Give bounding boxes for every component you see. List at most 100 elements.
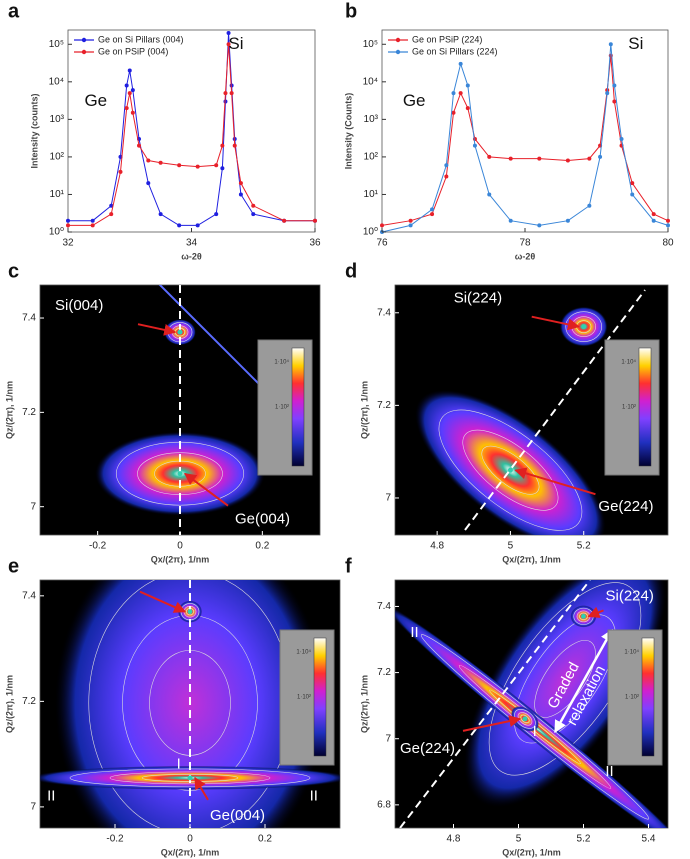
data-point [444,174,449,179]
data-point [458,61,463,66]
data-point [651,218,656,223]
data-point [226,30,231,35]
data-point [587,156,592,161]
panel-letter: f [345,555,352,577]
x-tick-label: 4.8 [430,541,444,552]
x-tick-label: 36 [309,238,321,249]
y-tick-label: 7.2 [377,400,391,411]
y-tick-label: 7.4 [22,313,36,324]
dashed-line [399,580,591,828]
data-point [124,106,129,111]
data-point [66,218,70,223]
y-tick-label: 7.4 [377,601,391,612]
streak [158,285,271,396]
x-tick-label: 4.8 [447,834,461,845]
peak [187,775,193,781]
colorbar [313,637,327,757]
x-tick-label: 78 [519,238,531,249]
y-axis-title: Intensity (Counts) [343,93,353,170]
peak-label: Ge(004) [235,511,290,528]
colorbar [638,347,652,467]
peak-label: Ge(224) [400,740,455,757]
data-point [408,218,413,223]
data-point [608,42,613,47]
y-tick-label: 10⁵ [49,39,64,50]
data-point [612,83,617,88]
colorbar-label: 1·10² [625,695,639,701]
data-point [220,166,225,171]
data-point [177,163,182,168]
data-point [223,91,228,96]
legend-label: Ge on Si Pillars (224) [412,46,498,56]
data-point [251,203,256,208]
data-point [127,68,132,73]
x-tick-label: 32 [62,238,74,249]
data-point [90,223,95,228]
peak-arrow [531,315,580,331]
data-point [127,91,132,96]
panel-letter: b [345,0,357,22]
data-point [130,88,135,93]
intensity-map [40,580,340,828]
data-point [226,42,231,47]
data-point [630,192,635,197]
data-point [380,223,384,228]
data-point [472,143,477,148]
colorbar [291,347,305,467]
x-axis-title: Qx/(2π), 1/nm [502,554,560,564]
series-line [68,44,315,226]
data-point [158,160,163,165]
data-point [195,223,200,228]
annotation: Ge [403,91,426,110]
y-tick-label: 10⁴ [363,76,378,87]
colorbar-label: 1·10⁴ [621,359,636,366]
data-point [487,154,492,159]
annotation: II [410,624,418,641]
colorbar [641,637,655,757]
annotation: Si [228,34,243,53]
y-tick-label: 7.4 [377,307,391,318]
y-tick-label: 10² [50,152,65,163]
y-tick-label: 10⁰ [363,227,378,238]
data-point [612,99,617,104]
peak-label: Ge(004) [210,807,265,824]
peak-arrow [137,323,177,336]
panel-letter: e [8,555,19,577]
data-point [666,218,670,223]
x-tick-label: 5 [508,541,514,552]
data-point [251,212,256,217]
data-point [408,223,413,228]
x-tick-label: 0.2 [255,541,269,552]
data-point [465,106,470,111]
x-tick-label: 80 [662,238,674,249]
dashed-line [464,289,646,531]
legend-label: Ge on Si Pillars (004) [98,34,184,44]
data-point [232,143,237,148]
data-point [508,218,513,223]
data-point [220,143,225,148]
annotation: II [310,787,318,804]
x-axis-title: Qx/(2π), 1/nm [161,847,219,857]
data-point [214,212,219,217]
annotation: I [533,723,537,740]
data-point [430,207,435,212]
data-point [430,212,435,217]
x-tick-label: 34 [186,238,198,249]
contour [517,712,533,726]
panel-letter: d [345,260,357,282]
peak-label: Si(224) [606,587,654,604]
legend-marker [395,49,401,55]
data-point [282,218,287,223]
data-point [313,218,317,223]
data-point [619,136,624,141]
y-tick-label: 7 [30,501,36,512]
contour [462,429,559,511]
data-point [195,164,200,169]
peak-arrow [139,590,187,613]
peak-arrow [514,467,596,496]
data-point [158,212,163,217]
data-point [565,218,570,223]
y-tick-label: 7.2 [377,667,391,678]
peak [177,471,183,477]
x-tick-label: 0.2 [258,834,272,845]
